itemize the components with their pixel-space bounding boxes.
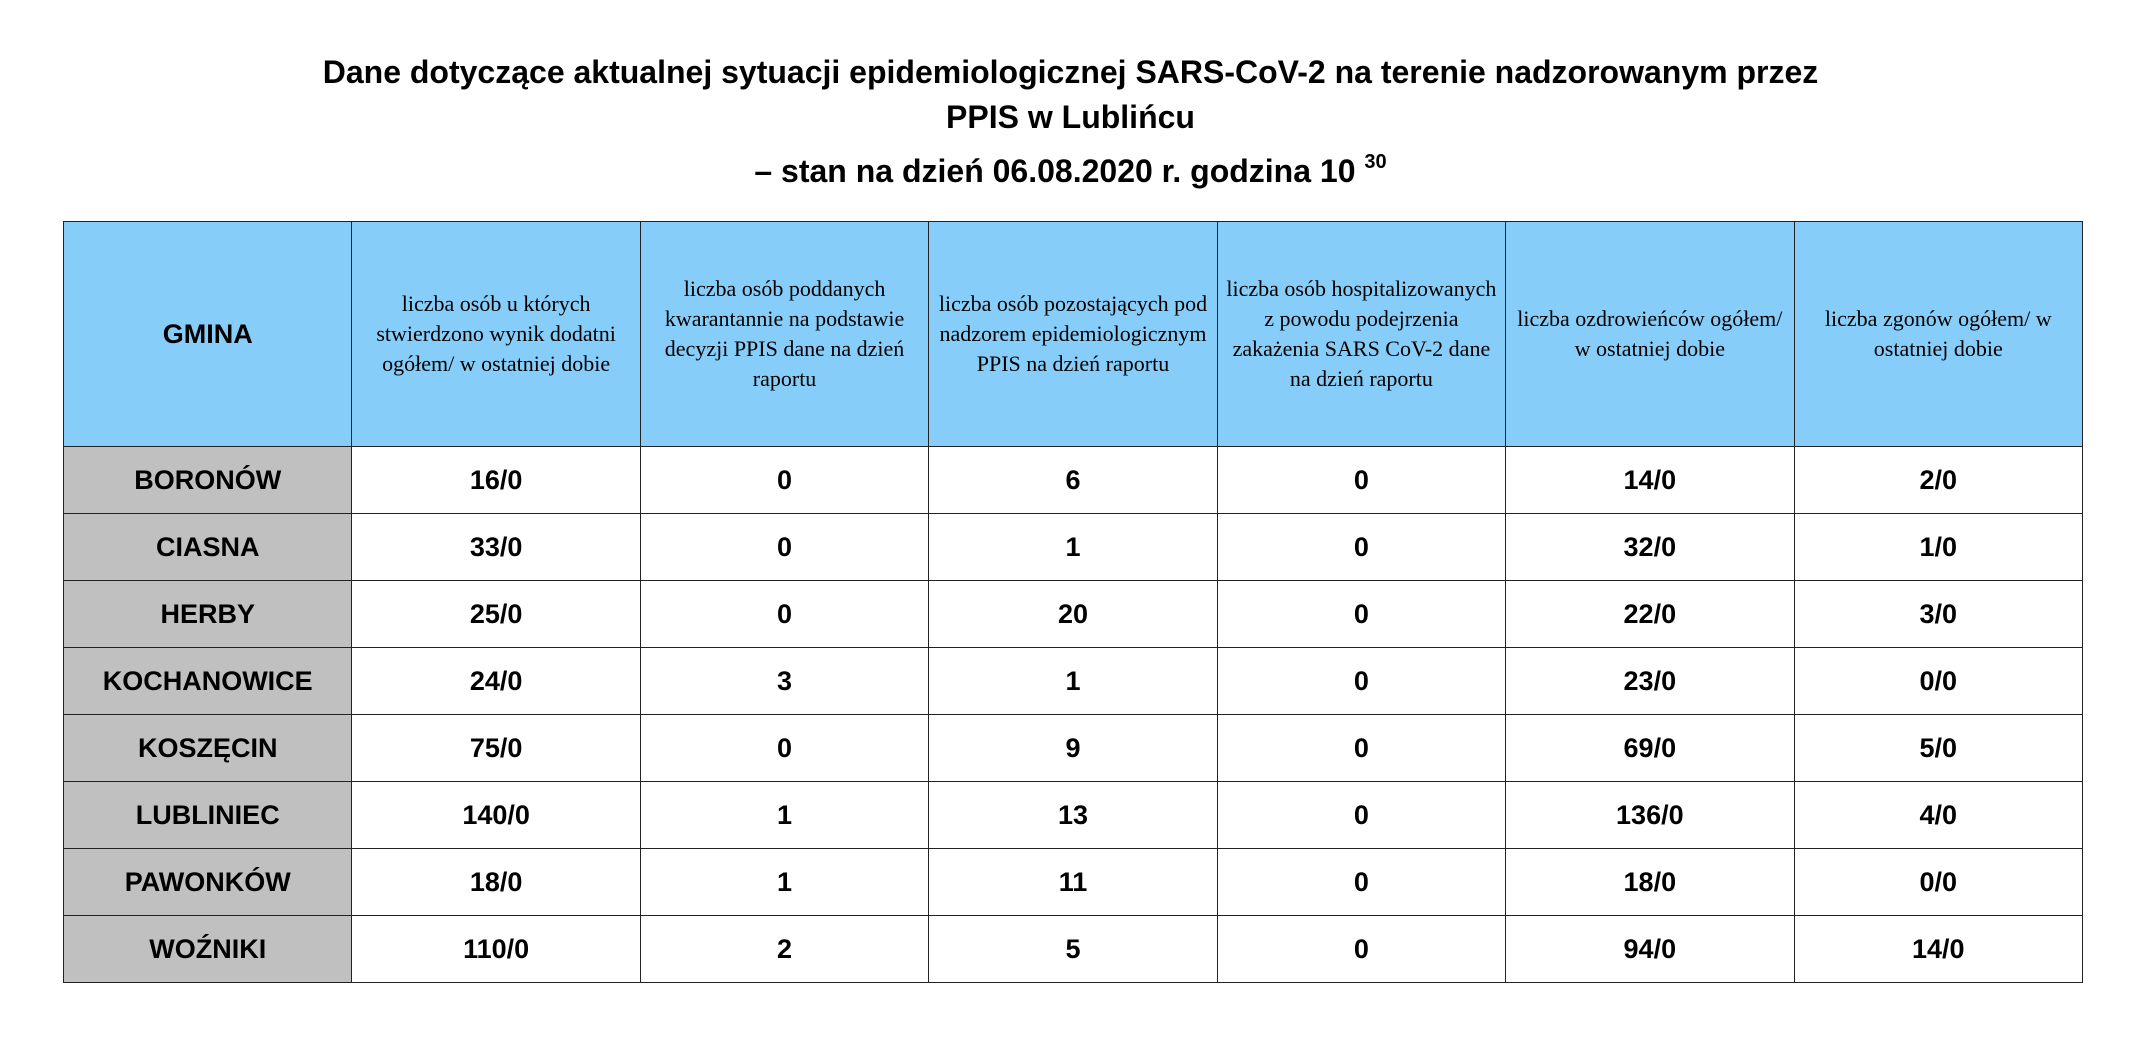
gmina-name: KOSZĘCIN bbox=[62, 714, 353, 782]
table-cell: 0 bbox=[1216, 781, 1507, 849]
document-title: Dane dotyczące aktualnej sytuacji epidem… bbox=[0, 50, 2141, 194]
table-cell: 3/0 bbox=[1793, 580, 2084, 648]
table-cell: 0/0 bbox=[1793, 848, 2084, 916]
table-row: KOSZĘCIN 75/0 0 9 0 69/0 5/0 bbox=[62, 714, 2084, 782]
column-header: liczba ozdrowieńców ogółem/ w ostatniej … bbox=[1505, 221, 1795, 447]
table-cell: 22/0 bbox=[1505, 580, 1795, 648]
column-header: liczba osób hospitalizowanych z powodu p… bbox=[1216, 221, 1507, 447]
table-cell: 140/0 bbox=[351, 781, 641, 849]
table-cell: 0 bbox=[639, 714, 930, 782]
table-cell: 0 bbox=[1216, 580, 1507, 648]
gmina-name: PAWONKÓW bbox=[62, 848, 353, 916]
table-cell: 1/0 bbox=[1793, 513, 2084, 581]
gmina-name: BORONÓW bbox=[62, 446, 353, 514]
title-line-1: Dane dotyczące aktualnej sytuacji epidem… bbox=[322, 54, 1819, 90]
table-cell: 18/0 bbox=[351, 848, 641, 916]
table-cell: 9 bbox=[928, 714, 1218, 782]
table-cell: 14/0 bbox=[1505, 446, 1795, 514]
table-cell: 18/0 bbox=[1505, 848, 1795, 916]
table-cell: 3 bbox=[639, 647, 930, 715]
table-row: KOCHANOWICE 24/0 3 1 0 23/0 0/0 bbox=[62, 647, 2084, 715]
title-line-2: PPIS w Lublińcu bbox=[946, 99, 1195, 135]
table-row: WOŹNIKI 110/0 2 5 0 94/0 14/0 bbox=[62, 915, 2084, 983]
table-cell: 0 bbox=[1216, 446, 1507, 514]
table-cell: 0 bbox=[1216, 848, 1507, 916]
table-cell: 1 bbox=[928, 513, 1218, 581]
table-cell: 0 bbox=[1216, 513, 1507, 581]
table-cell: 5/0 bbox=[1793, 714, 2084, 782]
table-cell: 32/0 bbox=[1505, 513, 1795, 581]
table-cell: 1 bbox=[928, 647, 1218, 715]
table-cell: 11 bbox=[928, 848, 1218, 916]
table-cell: 20 bbox=[928, 580, 1218, 648]
table-cell: 1 bbox=[639, 848, 930, 916]
column-header: GMINA bbox=[62, 221, 353, 447]
gmina-name: KOCHANOWICE bbox=[62, 647, 353, 715]
hour-minutes: 30 bbox=[1364, 151, 1387, 173]
gmina-name: HERBY bbox=[62, 580, 353, 648]
table-row: PAWONKÓW 18/0 1 11 0 18/0 0/0 bbox=[62, 848, 2084, 916]
table-cell: 0 bbox=[639, 513, 930, 581]
column-header: liczba osób poddanych kwarantannie na po… bbox=[639, 221, 930, 447]
table-cell: 1 bbox=[639, 781, 930, 849]
gmina-name: LUBLINIEC bbox=[62, 781, 353, 849]
table-cell: 24/0 bbox=[351, 647, 641, 715]
table-row: HERBY 25/0 0 20 0 22/0 3/0 bbox=[62, 580, 2084, 648]
table-cell: 25/0 bbox=[351, 580, 641, 648]
title-line-3: – stan na dzień 06.08.2020 r. godzina 10… bbox=[754, 151, 1387, 189]
column-header: liczba osób pozostających pod nadzorem e… bbox=[928, 221, 1218, 447]
table-row: BORONÓW 16/0 0 6 0 14/0 2/0 bbox=[62, 446, 2084, 514]
table-cell: 6 bbox=[928, 446, 1218, 514]
table-row: LUBLINIEC 140/0 1 13 0 136/0 4/0 bbox=[62, 781, 2084, 849]
table-row: CIASNA 33/0 0 1 0 32/0 1/0 bbox=[62, 513, 2084, 581]
table-cell: 4/0 bbox=[1793, 781, 2084, 849]
table-cell: 0/0 bbox=[1793, 647, 2084, 715]
table-cell: 0 bbox=[1216, 647, 1507, 715]
table-cell: 13 bbox=[928, 781, 1218, 849]
table-cell: 14/0 bbox=[1793, 915, 2084, 983]
table-cell: 23/0 bbox=[1505, 647, 1795, 715]
table-cell: 16/0 bbox=[351, 446, 641, 514]
table-cell: 110/0 bbox=[351, 915, 641, 983]
table-cell: 94/0 bbox=[1505, 915, 1795, 983]
table-cell: 75/0 bbox=[351, 714, 641, 782]
gmina-name: CIASNA bbox=[62, 513, 353, 581]
column-header: liczba osób u których stwierdzono wynik … bbox=[351, 221, 641, 447]
table-cell: 0 bbox=[1216, 915, 1507, 983]
table-cell: 2 bbox=[639, 915, 930, 983]
table-cell: 5 bbox=[928, 915, 1218, 983]
table-cell: 0 bbox=[639, 446, 930, 514]
column-header: liczba zgonów ogółem/ w ostatniej dobie bbox=[1793, 221, 2084, 447]
gmina-name: WOŹNIKI bbox=[62, 915, 353, 983]
table-cell: 136/0 bbox=[1505, 781, 1795, 849]
table-cell: 0 bbox=[639, 580, 930, 648]
table-cell: 33/0 bbox=[351, 513, 641, 581]
table-cell: 0 bbox=[1216, 714, 1507, 782]
epidemiological-table: GMINA liczba osób u których stwierdzono w… bbox=[62, 221, 2084, 983]
table-cell: 69/0 bbox=[1505, 714, 1795, 782]
table-cell: 2/0 bbox=[1793, 446, 2084, 514]
